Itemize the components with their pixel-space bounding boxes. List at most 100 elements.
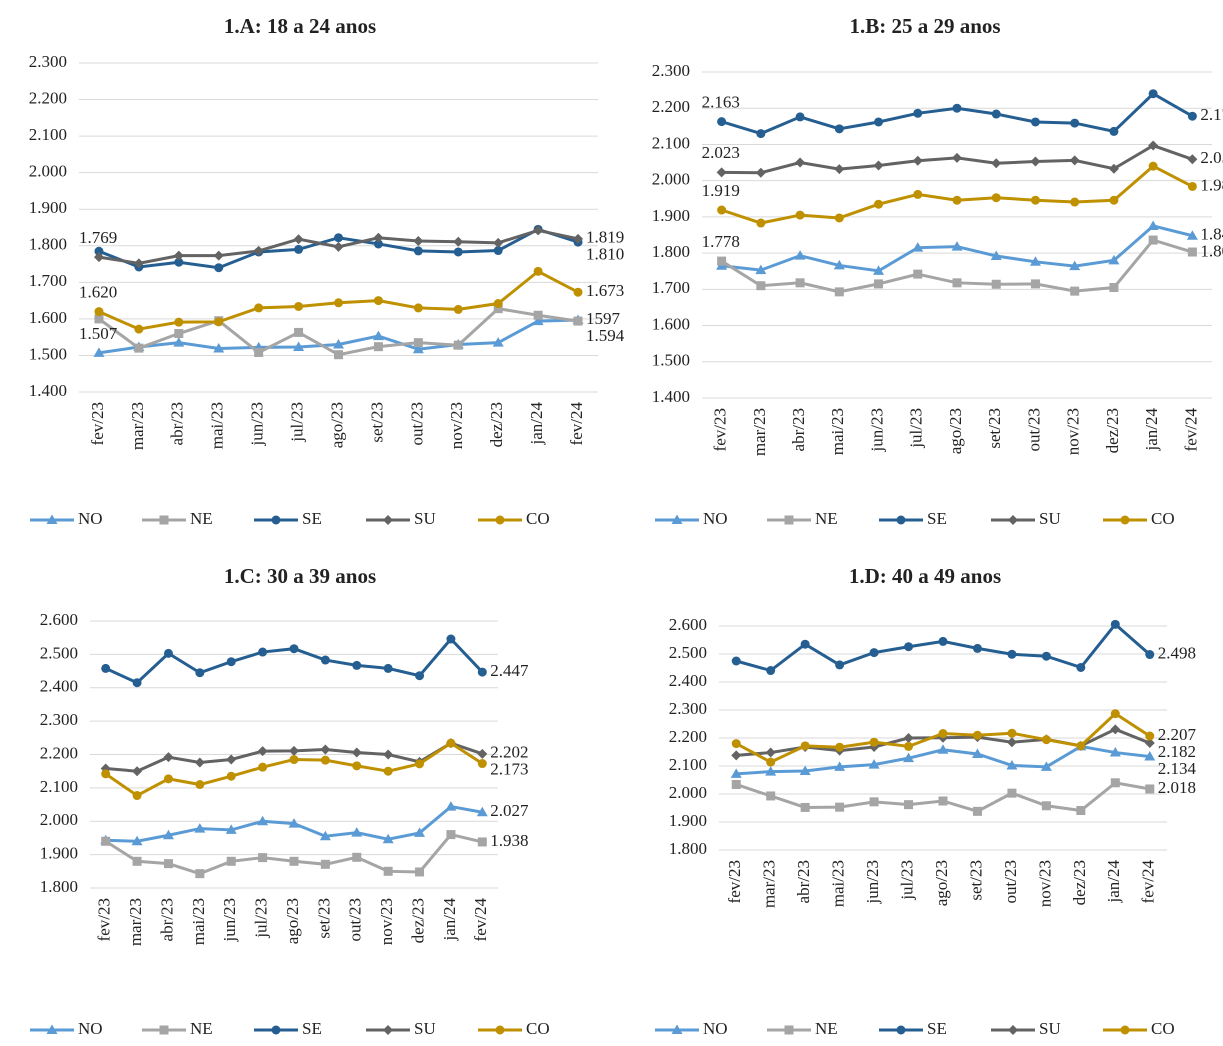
data-label: 1.507 xyxy=(79,324,118,343)
data-point xyxy=(573,287,583,297)
x-tick-label: dez/23 xyxy=(1070,860,1089,905)
data-point xyxy=(289,856,299,866)
data-point xyxy=(413,303,423,313)
x-tick-label: mai/23 xyxy=(828,408,847,455)
data-point xyxy=(352,761,362,771)
data-point xyxy=(990,250,1002,261)
data-point xyxy=(1030,156,1041,167)
data-point xyxy=(912,242,924,252)
data-point xyxy=(834,164,845,175)
data-point xyxy=(1110,709,1120,719)
y-tick-label: 1.600 xyxy=(29,308,67,327)
data-point xyxy=(874,279,884,289)
data-point xyxy=(834,761,846,771)
data-point xyxy=(716,167,727,178)
data-point xyxy=(1041,735,1051,745)
data-point xyxy=(173,250,184,261)
data-point xyxy=(413,246,423,256)
data-point xyxy=(289,745,299,756)
data-point xyxy=(174,329,184,339)
y-tick-label: 1.800 xyxy=(40,877,78,896)
data-point xyxy=(1007,649,1017,659)
x-tick-label: mar/23 xyxy=(760,860,779,908)
chart-panel: 1.C: 30 a 39 anos 1.800 1.900 2.000 2.100 2.2… xyxy=(30,564,550,1038)
legend-label: SU xyxy=(1039,509,1061,528)
data-point xyxy=(533,310,543,320)
data-point xyxy=(492,337,504,347)
data-label: 1.620 xyxy=(79,282,117,301)
legend-marker xyxy=(784,1025,794,1035)
legend-marker xyxy=(784,515,794,525)
legend-label: CO xyxy=(526,509,550,528)
y-tick-label: 1.400 xyxy=(29,381,67,400)
y-tick-label: 1.900 xyxy=(669,811,707,830)
data-point xyxy=(971,748,983,758)
data-point xyxy=(163,648,173,658)
x-tick-label: jun/23 xyxy=(863,860,882,904)
legend-label: SE xyxy=(927,509,947,528)
y-tick-label: 2.100 xyxy=(40,777,78,796)
data-point xyxy=(477,837,487,847)
x-tick-label: abr/23 xyxy=(157,898,176,941)
data-point xyxy=(258,853,268,863)
y-tick-label: 2.300 xyxy=(669,699,707,718)
x-tick-label: fev/23 xyxy=(88,402,107,445)
data-point xyxy=(903,752,915,763)
y-tick-label: 2.000 xyxy=(669,783,707,802)
data-point xyxy=(320,744,331,755)
data-point xyxy=(904,741,914,751)
data-point xyxy=(533,266,543,276)
x-tick-label: jun/23 xyxy=(220,898,239,942)
y-tick-label: 2.000 xyxy=(652,170,690,189)
x-tick-label: out/23 xyxy=(1024,408,1043,451)
data-point xyxy=(226,856,236,866)
data-point xyxy=(213,342,225,353)
data-point xyxy=(755,167,766,178)
data-point xyxy=(1148,89,1158,99)
data-point xyxy=(972,730,982,740)
legend-marker xyxy=(1120,1025,1130,1035)
data-point xyxy=(1187,154,1198,165)
data-point xyxy=(383,749,394,760)
data-point xyxy=(952,195,962,205)
legend-label: SE xyxy=(302,509,322,528)
data-point xyxy=(132,856,142,866)
data-label: 2.173 xyxy=(490,760,528,779)
data-point xyxy=(756,218,766,228)
data-point xyxy=(731,779,741,789)
data-point xyxy=(1144,738,1155,749)
legend-marker xyxy=(495,515,505,525)
data-point xyxy=(874,199,884,209)
data-point xyxy=(991,279,1001,289)
data-point xyxy=(1041,651,1051,661)
data-point xyxy=(1109,283,1119,293)
chart-title: 1.D: 40 a 49 anos xyxy=(849,564,1001,588)
data-point xyxy=(226,771,236,781)
data-point xyxy=(1069,155,1080,166)
data-point xyxy=(717,256,727,266)
data-point xyxy=(194,823,206,833)
legend-marker xyxy=(1008,1025,1018,1035)
data-point xyxy=(133,258,144,269)
data-point xyxy=(163,774,173,784)
data-point xyxy=(93,252,104,263)
legend-label: NO xyxy=(703,509,728,528)
x-tick-label: jan/24 xyxy=(1104,860,1123,904)
y-tick-label: 1.700 xyxy=(29,271,67,290)
data-point xyxy=(289,755,299,765)
x-tick-label: set/23 xyxy=(966,860,985,901)
data-point xyxy=(131,835,143,846)
data-point xyxy=(414,827,426,837)
data-point xyxy=(195,780,205,790)
x-tick-label: jan/24 xyxy=(1142,408,1161,452)
data-point xyxy=(573,233,584,244)
y-tick-label: 2.300 xyxy=(652,61,690,80)
data-point xyxy=(225,824,237,834)
data-point xyxy=(795,157,806,168)
data-point xyxy=(755,264,767,275)
legend-label: CO xyxy=(1151,1019,1175,1038)
data-point xyxy=(1007,728,1017,738)
data-point xyxy=(1148,235,1158,245)
x-tick-label: dez/23 xyxy=(487,402,506,447)
